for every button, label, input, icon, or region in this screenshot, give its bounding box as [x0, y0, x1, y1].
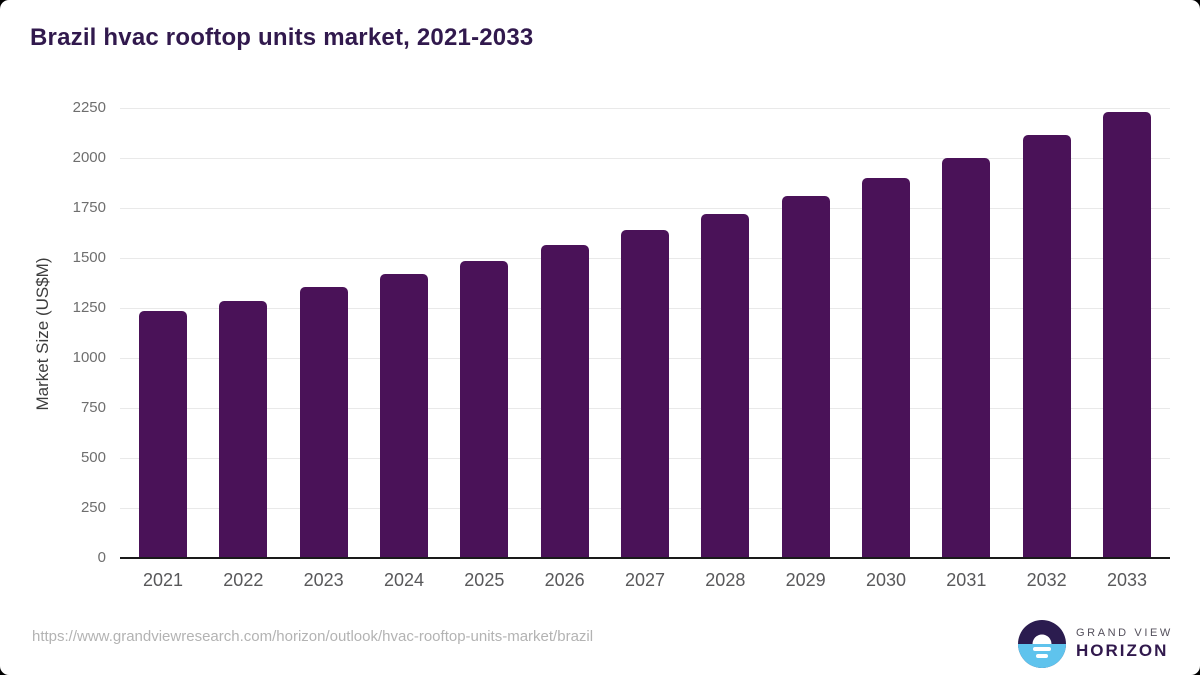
ytick-2000: 2000 — [72, 149, 106, 166]
bar-2022 — [219, 301, 268, 558]
xlabel-2031: 2031 — [946, 570, 987, 590]
gridline-1750 — [120, 208, 1170, 209]
bar-2033 — [1103, 112, 1151, 558]
ytick-750: 750 — [80, 399, 106, 416]
horizon-sun-icon — [1018, 620, 1066, 668]
bar-2032 — [1022, 135, 1071, 558]
ytick-1500: 1500 — [72, 249, 106, 266]
xlabel-2023: 2023 — [303, 570, 344, 590]
bar-2030 — [862, 178, 910, 558]
ytick-1000: 1000 — [72, 349, 106, 366]
brand-name-grand-view: GRAND VIEW — [1076, 627, 1173, 639]
bar-2026 — [540, 245, 589, 558]
source-url: https://www.grandviewresearch.com/horizo… — [32, 628, 594, 645]
bar-2031 — [942, 158, 991, 558]
xlabel-2024: 2024 — [383, 570, 425, 590]
xlabel-2029: 2029 — [785, 570, 826, 590]
gridline-2250 — [120, 108, 1170, 109]
bar-2028 — [701, 214, 750, 558]
xlabel-2026: 2026 — [544, 570, 585, 590]
bar-2023 — [299, 287, 348, 558]
y-axis-title: Market Size (US$M) — [33, 257, 52, 411]
bar-2027 — [621, 230, 669, 558]
bar-2029 — [781, 196, 830, 558]
xlabel-2025: 2025 — [464, 570, 505, 590]
brand-logo: GRAND VIEW HORIZON — [1018, 620, 1173, 668]
xlabel-2032: 2032 — [1026, 570, 1067, 590]
ytick-1250: 1250 — [72, 299, 106, 316]
bar-2021 — [139, 311, 187, 558]
plot-area — [120, 108, 1170, 559]
gridline-2000 — [120, 158, 1170, 159]
bar-2024 — [380, 274, 428, 558]
brand-name-horizon: HORIZON — [1076, 641, 1169, 660]
bar-2025 — [460, 261, 509, 558]
chart-title: Brazil hvac rooftop units market, 2021-2… — [30, 24, 534, 51]
brand-text: GRAND VIEW HORIZON — [1076, 620, 1173, 661]
xlabel-2030: 2030 — [865, 570, 907, 590]
x-axis-line — [120, 557, 1170, 559]
xlabel-2022: 2022 — [223, 570, 264, 590]
xlabel-2027: 2027 — [624, 570, 666, 590]
xlabel-2028: 2028 — [705, 570, 746, 590]
ytick-250: 250 — [80, 499, 106, 516]
xlabel-2033: 2033 — [1106, 570, 1148, 590]
xlabel-2021: 2021 — [142, 570, 184, 590]
ytick-500: 500 — [80, 449, 106, 466]
ytick-1750: 1750 — [72, 199, 106, 216]
ytick-2250: 2250 — [72, 99, 106, 116]
ytick-0: 0 — [97, 549, 106, 566]
